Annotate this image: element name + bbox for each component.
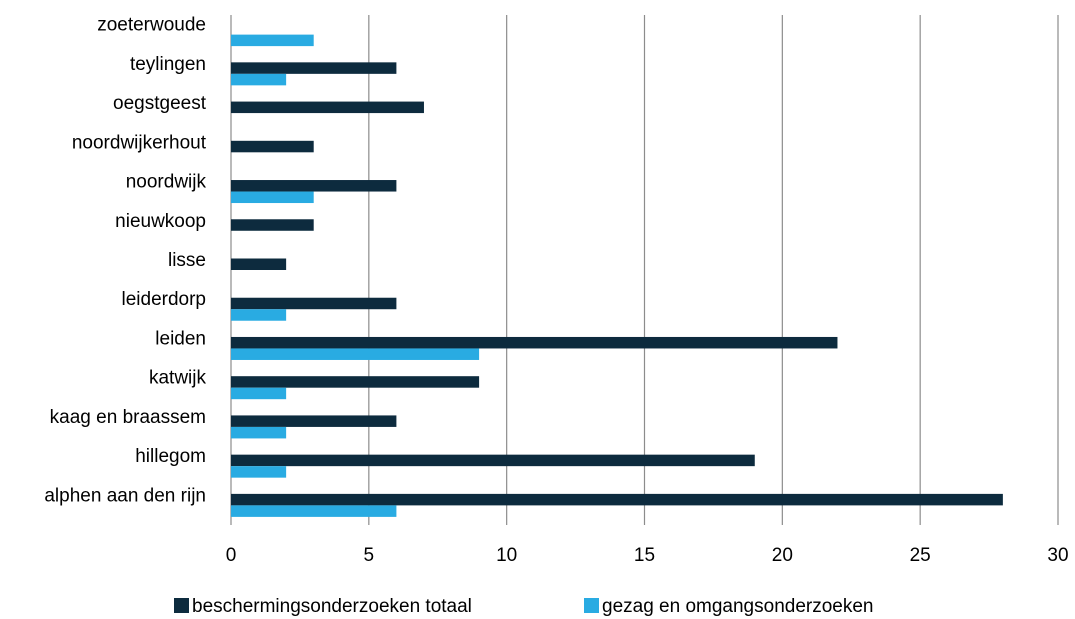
bar-beschermingsonderzoeken-noordwijkerhout — [231, 140, 314, 153]
bar-gezag-zoeterwoude — [231, 34, 314, 47]
category-label: teylingen — [130, 54, 206, 75]
legend-swatch-1 — [174, 598, 189, 613]
legend-swatch-2 — [584, 598, 599, 613]
bar-beschermingsonderzoeken-alphen-aan-den-rijn — [231, 493, 1003, 506]
x-tick-label: 25 — [910, 545, 931, 566]
bar-beschermingsonderzoeken-kaag-en-braassem — [231, 415, 397, 427]
x-axis-tick-labels: 0 5 10 15 20 25 30 — [226, 545, 1069, 566]
bar-gezag-alphen-aan-den-rijn — [231, 505, 397, 517]
bar-beschermingsonderzoeken-lisse — [231, 258, 287, 270]
bar-beschermingsonderzoeken-nieuwkoop — [231, 219, 314, 231]
legend-label-1: beschermingsonderzoeken totaal — [192, 596, 472, 617]
bar-gezag-teylingen — [231, 73, 287, 86]
x-tick-label: 30 — [1047, 545, 1068, 566]
category-label: nieuwkoop — [115, 211, 206, 232]
category-label: hillegom — [135, 446, 206, 467]
x-tick-label: 0 — [226, 545, 237, 566]
category-label: zoeterwoude — [97, 15, 206, 36]
x-tick-label: 10 — [496, 545, 517, 566]
bar-gezag-hillegom — [231, 466, 287, 478]
bar-beschermingsonderzoeken-hillegom — [231, 454, 755, 467]
bars — [231, 34, 1003, 517]
bar-beschermingsonderzoeken-oegstgeest — [231, 101, 424, 114]
category-label: leiden — [155, 328, 206, 349]
bar-beschermingsonderzoeken-leiden — [231, 336, 838, 349]
category-label: katwijk — [149, 368, 207, 389]
category-label: oegstgeest — [113, 93, 207, 114]
category-label: kaag en braassem — [50, 407, 206, 428]
legend-label-2: gezag en omgangsonderzoeken — [602, 596, 873, 617]
category-label: leiderdorp — [122, 289, 207, 310]
bar-gezag-noordwijk — [231, 191, 314, 204]
category-label: alphen aan den rijn — [44, 485, 206, 506]
category-label: noordwijkerhout — [72, 132, 207, 153]
category-label: lisse — [168, 250, 206, 271]
category-label: noordwijk — [126, 172, 207, 193]
bar-gezag-leiden — [231, 348, 480, 360]
bar-gezag-katwijk — [231, 387, 287, 400]
category-labels: alphen aan den rijn hillegom kaag en braas… — [44, 15, 206, 507]
legend: beschermingsonderzoeken totaal gezag en o… — [174, 596, 873, 617]
bar-beschermingsonderzoeken-leiderdorp — [231, 297, 397, 310]
bar-beschermingsonderzoeken-teylingen — [231, 62, 397, 74]
x-tick-label: 5 — [364, 545, 375, 566]
bar-beschermingsonderzoeken-noordwijk — [231, 180, 397, 192]
bar-gezag-leiderdorp — [231, 309, 287, 321]
gridlines — [230, 15, 1059, 525]
x-tick-label: 20 — [772, 545, 793, 566]
bar-gezag-kaag-en-braassem — [231, 426, 287, 439]
x-tick-label: 15 — [634, 545, 655, 566]
bar-beschermingsonderzoeken-katwijk — [231, 376, 480, 388]
